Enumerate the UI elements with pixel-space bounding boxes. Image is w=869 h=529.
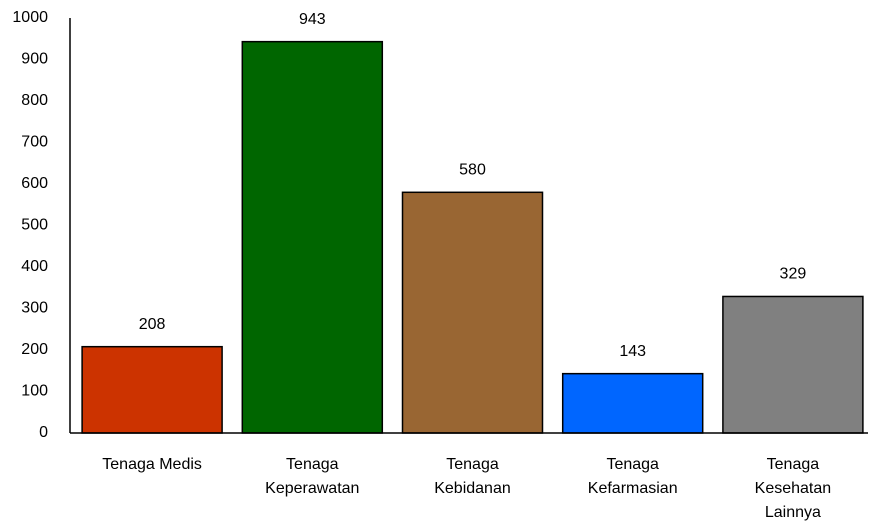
value-label: 143 bbox=[619, 343, 646, 360]
bar bbox=[81, 345, 223, 434]
x-tick-label: Tenaga Kefarmasian bbox=[588, 456, 678, 497]
y-tick-label: 1000 bbox=[12, 9, 48, 26]
x-tick-label: Tenaga Keperawatan bbox=[265, 456, 359, 497]
y-tick-label: 0 bbox=[39, 424, 48, 441]
value-label: 329 bbox=[780, 266, 807, 283]
value-label: 943 bbox=[299, 11, 326, 28]
bar bbox=[241, 40, 384, 434]
y-tick-label: 500 bbox=[21, 217, 48, 234]
bar bbox=[401, 191, 544, 434]
bar bbox=[561, 372, 704, 434]
y-tick-label: 800 bbox=[21, 92, 48, 109]
bar bbox=[722, 295, 864, 434]
y-tick-label: 900 bbox=[21, 51, 48, 68]
value-label: 580 bbox=[459, 162, 486, 179]
x-tick-label: Tenaga Kesehatan Lainnya bbox=[755, 456, 832, 521]
y-tick-label: 700 bbox=[21, 134, 48, 151]
y-tick-label: 300 bbox=[21, 300, 48, 317]
y-tick-label: 400 bbox=[21, 258, 48, 275]
value-label: 208 bbox=[139, 316, 166, 333]
x-tick-label: Tenaga Kebidanan bbox=[434, 456, 511, 497]
y-tick-label: 600 bbox=[21, 175, 48, 192]
y-tick-label: 200 bbox=[21, 341, 48, 358]
y-tick-label: 100 bbox=[21, 383, 48, 400]
x-tick-label: Tenaga Medis bbox=[102, 456, 202, 473]
